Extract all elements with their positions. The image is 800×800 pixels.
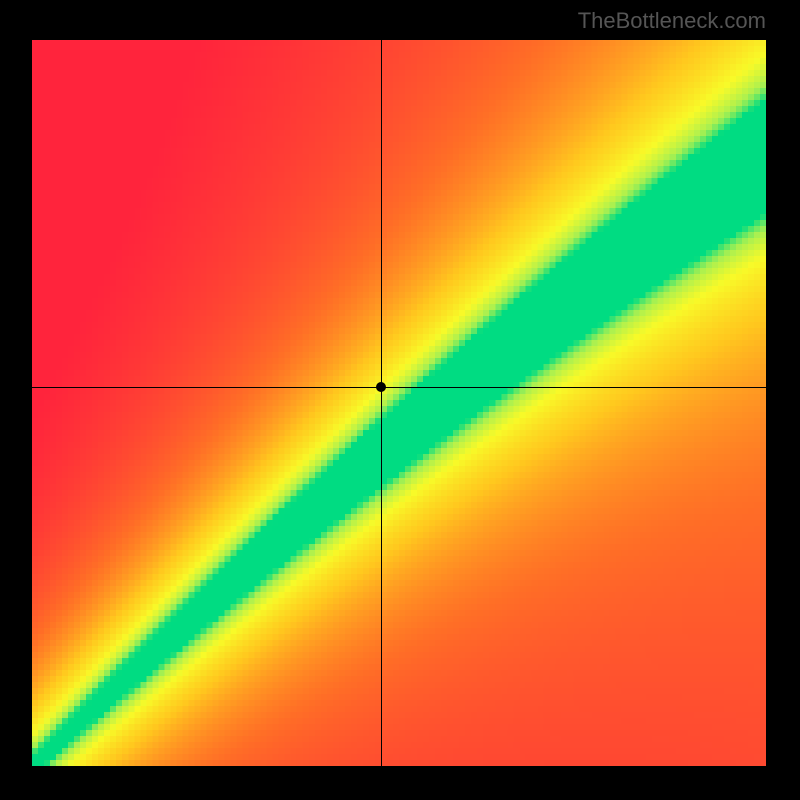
watermark-text: TheBottleneck.com — [578, 8, 766, 34]
heatmap-canvas-wrapper — [32, 40, 766, 766]
crosshair-vertical — [381, 40, 382, 766]
heatmap-canvas — [32, 40, 766, 766]
crosshair-marker — [376, 382, 386, 392]
crosshair-horizontal — [32, 387, 766, 388]
